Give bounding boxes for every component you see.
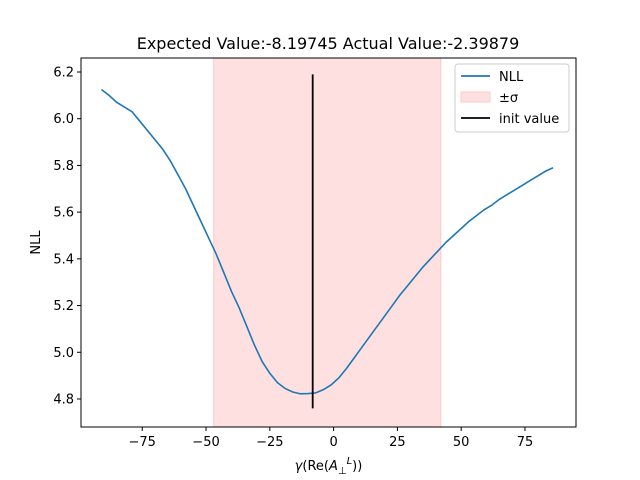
y-tick-label: 5.6 <box>53 206 74 221</box>
legend-sigma-label: ±σ <box>499 91 518 106</box>
y-tick-label: 5.4 <box>53 252 74 267</box>
y-tick-label: 4.8 <box>53 392 74 407</box>
y-axis-label: NLL <box>29 230 44 255</box>
x-axis-label: γ(Re(A⊥L)) <box>295 456 363 477</box>
y-tick-label: 5.0 <box>53 346 74 361</box>
y-tick-label: 5.2 <box>53 299 74 314</box>
legend-init-label: init value <box>499 112 559 127</box>
x-tick-label: 0 <box>329 435 337 450</box>
x-tick-label: −50 <box>192 435 219 450</box>
y-tick-label: 6.0 <box>53 112 74 127</box>
nll-line <box>100 88 554 395</box>
x-tick-label: 25 <box>389 435 406 450</box>
plot-area <box>100 57 554 428</box>
legend-sigma-swatch <box>460 91 491 103</box>
legend-box <box>454 63 570 133</box>
legend-nll-label: NLL <box>499 70 524 85</box>
y-axis-ticks: 4.8 5.0 5.2 5.4 5.6 5.8 6.0 6.2 <box>53 66 81 407</box>
legend: NLL ±σ init value <box>454 63 570 133</box>
x-tick-label: −75 <box>129 435 156 450</box>
x-tick-label: −25 <box>256 435 283 450</box>
x-tick-label: 50 <box>453 435 470 450</box>
chart-title: Expected Value:-8.19745 Actual Value:-2.… <box>137 34 520 53</box>
y-tick-label: 5.8 <box>53 159 74 174</box>
plot-frame <box>80 57 577 428</box>
sigma-band <box>213 57 442 428</box>
x-tick-label: 75 <box>517 435 534 450</box>
y-tick-label: 6.2 <box>53 66 74 81</box>
x-axis-ticks: −75 −50 −25 0 25 50 75 <box>129 427 534 450</box>
